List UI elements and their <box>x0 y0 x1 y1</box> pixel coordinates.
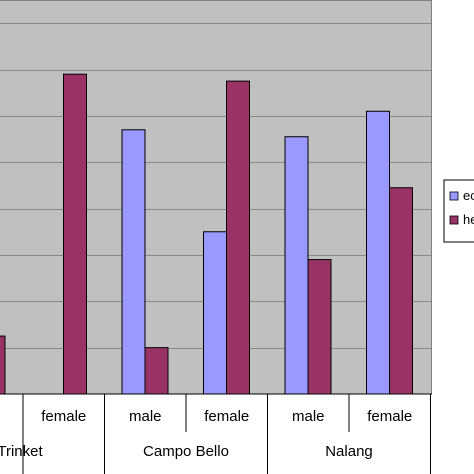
bar-he-trinket-female <box>63 73 87 395</box>
bar-he-campo-bello-female <box>226 80 250 395</box>
bar-he-nalang-female <box>389 187 413 395</box>
group-label: Campo Bello <box>143 443 229 460</box>
legend: ec he <box>443 179 474 243</box>
category-label: female <box>204 408 249 425</box>
legend-label-ec: ec <box>463 188 474 203</box>
legend-swatch-he <box>449 215 459 225</box>
bar-ec-nalang-female <box>366 110 390 395</box>
bar-he-nalang-male <box>307 259 332 395</box>
bar-he-campo-bello-male <box>144 347 169 395</box>
bars <box>0 73 413 395</box>
bar-ec-campo-bello-male <box>121 129 146 395</box>
group-label: Nalang <box>325 443 373 460</box>
bar-ec-nalang-male <box>284 136 309 395</box>
legend-box <box>443 179 474 243</box>
category-label: male <box>129 408 162 425</box>
group-label: Trinket <box>0 443 43 460</box>
x-axis: female male female male female Trinket Campo B… <box>0 394 431 474</box>
category-label: female <box>367 408 412 425</box>
bar-he-partial <box>0 335 6 395</box>
legend-swatch-ec <box>449 191 459 201</box>
bar-ec-campo-bello-female <box>203 231 227 395</box>
category-label: female <box>41 408 86 425</box>
category-label: male <box>292 408 325 425</box>
legend-label-he: he <box>463 212 474 227</box>
